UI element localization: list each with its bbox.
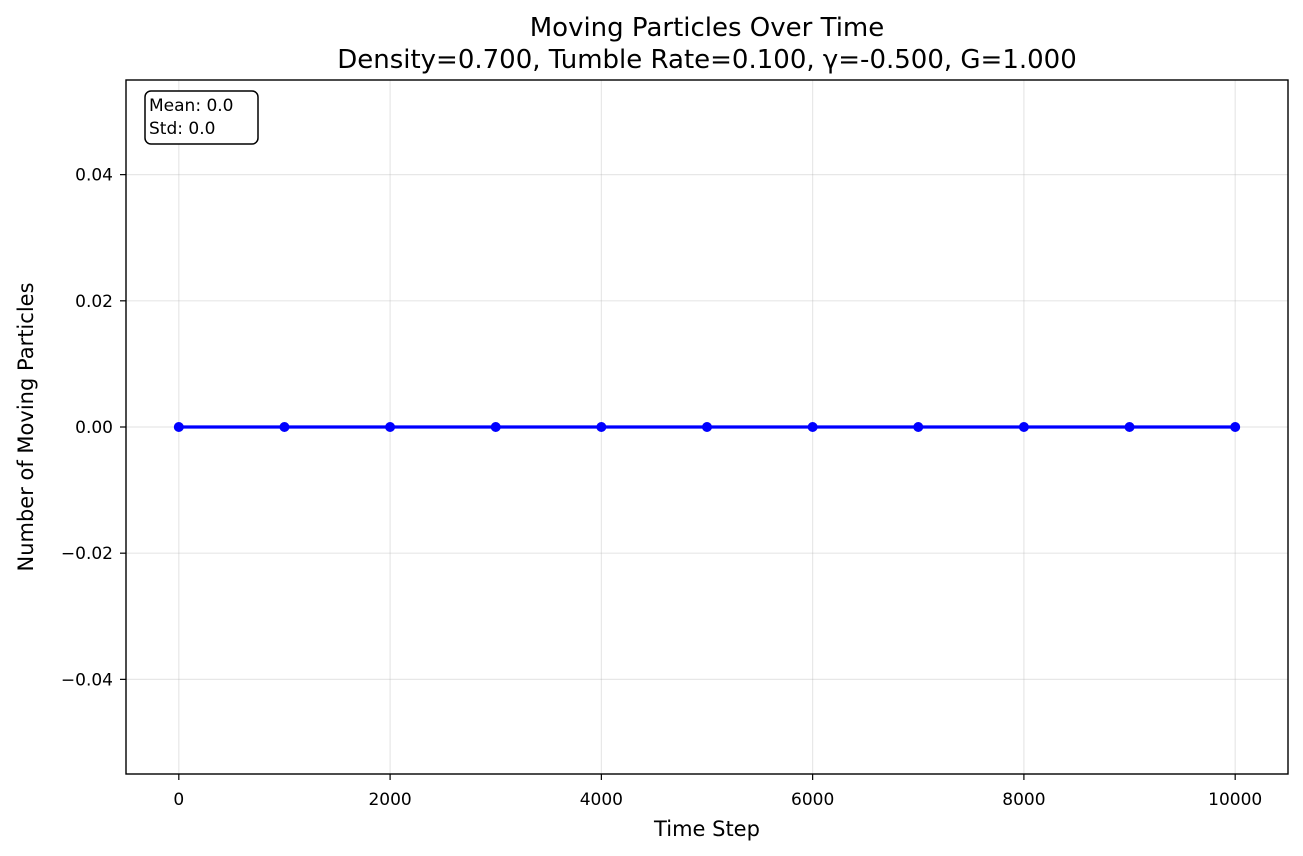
data-point [807, 422, 818, 432]
x-tick-label: 6000 [791, 790, 834, 810]
x-axis-label: Time Step [653, 817, 760, 841]
y-tick-label: 0.00 [75, 418, 113, 438]
y-tick-label: 0.02 [75, 292, 113, 312]
data-point [596, 422, 607, 432]
data-point [1230, 422, 1241, 432]
y-axis-label: Number of Moving Particles [14, 282, 38, 571]
data-point [490, 422, 501, 432]
data-point [1124, 422, 1135, 432]
series-blue [173, 422, 1241, 432]
y-tick-label: −0.02 [61, 544, 113, 564]
y-tick-label: −0.04 [61, 670, 113, 690]
stats-box-border [144, 90, 259, 145]
chart-subtitle: Density=0.700, Tumble Rate=0.100, γ=-0.5… [337, 45, 1077, 75]
x-tick-label: 8000 [1002, 790, 1045, 810]
data-point [702, 422, 712, 432]
stats-box: Mean: 0.0 Std: 0.0 [144, 90, 259, 145]
y-tick-label: 0.04 [75, 166, 113, 186]
stats-std: Std: 0.0 [149, 119, 215, 139]
x-tick-label: 2000 [368, 790, 411, 810]
x-tick-label: 0 [173, 790, 184, 810]
stats-mean: Mean: 0.0 [149, 96, 234, 116]
x-tick-label: 10000 [1208, 790, 1262, 810]
data-point [1018, 422, 1029, 432]
data-point [385, 422, 396, 432]
data-point [173, 422, 184, 432]
chart-title: Moving Particles Over Time [530, 13, 885, 43]
data-point [913, 422, 924, 432]
axis-ticks: 0 2000 4000 6000 8000 10000 0.04 0.02 0.00 −0.02 −… [61, 166, 1262, 810]
x-tick-label: 4000 [580, 790, 623, 810]
data-point [279, 422, 290, 432]
